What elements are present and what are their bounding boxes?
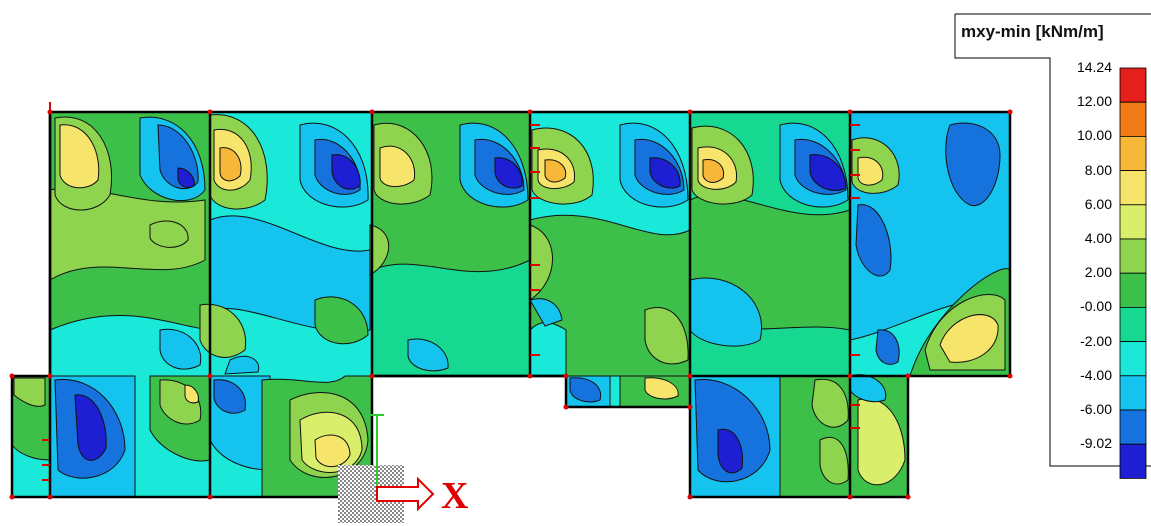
legend-band [1119,204,1147,240]
legend-tick-label: 10.00 [1076,127,1112,144]
legend-tick-label: 8.00 [1084,161,1112,178]
legend-band [1119,238,1147,274]
contour-region [13,377,46,407]
contour-region [875,329,900,365]
legend-tick-label: 6.00 [1084,195,1112,212]
legend-tick-label: 2.00 [1084,264,1112,281]
legend-tick-label: 4.00 [1084,230,1112,246]
contour-region [74,394,107,461]
legend-tick-label: 12.00 [1076,93,1112,110]
contour-region [494,157,523,189]
legend-band [1119,135,1147,171]
contour-region [314,296,369,345]
panel-dividers [48,112,908,497]
contour-region [649,157,681,189]
legend-band [1119,306,1147,342]
contour-region [857,156,884,186]
contour-region [529,224,553,301]
contour-region [569,377,602,403]
contour-region [331,154,361,190]
contour-region [702,159,725,183]
legend-colorbar [1119,67,1147,479]
legend-tick-label: -4.00 [1080,366,1112,383]
contour-region [379,145,416,187]
legend-frame [954,13,1151,467]
support-ticks [42,102,860,481]
contour-region [694,379,771,483]
contour-region [213,379,246,414]
legend-band [1119,67,1147,103]
legend-band [1119,272,1147,308]
contour-region [644,307,689,365]
legend-band [1119,170,1147,206]
legend-tick-label: -6.00 [1080,401,1112,417]
contour-region [544,159,567,183]
contour-region [371,259,531,377]
contour-region [59,124,100,189]
contour-region [811,378,849,428]
legend-tick-label: -2.00 [1080,332,1112,349]
contour-region [407,338,449,372]
contour-region [184,384,199,404]
legend-band [1119,375,1147,411]
contour-region [159,328,202,370]
contour-region [717,428,744,474]
legend-band [1119,101,1147,137]
legend-tick-label: -0.00 [1080,298,1112,315]
contour-region [819,437,849,485]
legend-band [1119,409,1147,445]
contour-region [314,434,351,468]
contour-region [857,398,906,486]
contour-region [644,377,679,400]
contour-region [945,122,1001,207]
legend-tick-label: 14.24 [1076,59,1112,75]
contour-region [224,355,260,375]
contour-region [855,204,892,277]
x-axis-arrow [376,476,435,512]
y-axis-arrow [370,414,384,492]
contour-region [529,298,563,327]
legend-band [1119,443,1147,479]
contour-region [199,303,247,358]
contour-region [689,277,762,347]
contour-region [219,147,242,182]
contour-region [809,154,847,191]
contour-region [149,220,189,248]
contour-region [177,167,195,188]
contour-region [939,314,999,363]
legend-tick-label: -9.02 [1080,435,1112,452]
x-axis-label: X [441,475,469,517]
legend-title: mxy-min [kNm/m] [961,22,1104,41]
legend-band [1119,341,1147,377]
